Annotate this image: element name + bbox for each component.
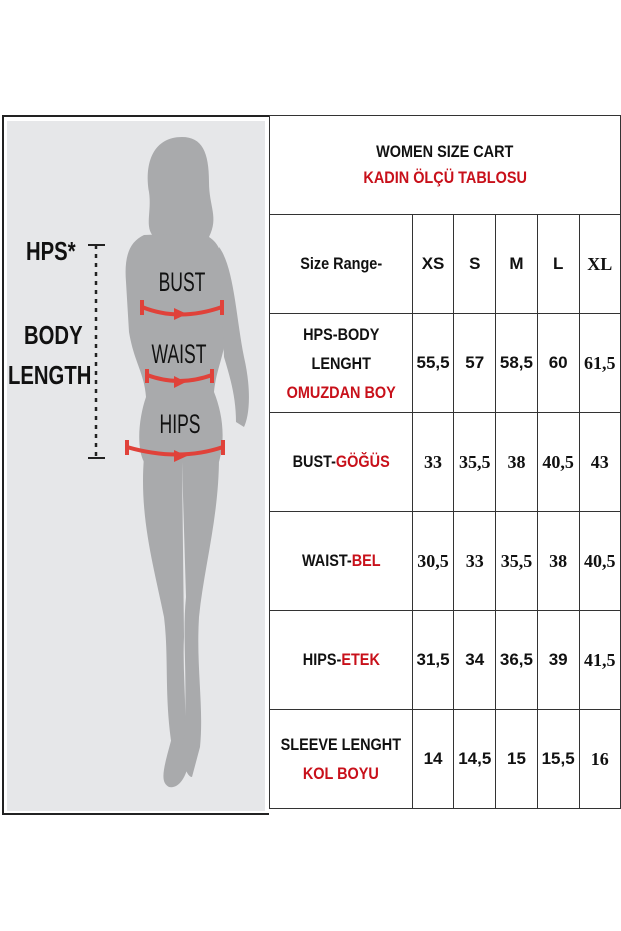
hps-label: HPS* — [26, 236, 76, 266]
waist-label: WAIST — [151, 339, 207, 369]
value-cell: 58,5 — [495, 313, 538, 413]
value-cell: 30,5 — [411, 511, 455, 611]
body-label: BODY — [24, 320, 83, 350]
value-cell: 43 — [578, 412, 621, 512]
value-cell: 33 — [453, 511, 497, 611]
title-cell: WOMEN SIZE CART KADIN ÖLÇÜ TABLOSU — [269, 115, 621, 215]
size-header-xs: XS — [411, 214, 455, 314]
measurement-diagram: HPS* BODY LENGTH BUST WAIST HIPS — [2, 115, 269, 815]
value-cell: 40,5 — [578, 511, 621, 611]
value-cell: 38 — [495, 412, 538, 512]
value-cell: 15,5 — [536, 709, 580, 809]
row-label-hps: HPS-BODY LENGHT OMUZDAN BOY — [269, 313, 413, 413]
size-range-row: Size Range- XS S M L XL — [269, 214, 621, 314]
bust-label: BUST — [158, 267, 206, 297]
diagram-background — [7, 121, 265, 811]
chart-title-tr: KADIN ÖLÇÜ TABLOSU — [363, 168, 527, 187]
table-row: BUST-GÖĞÜS 33 35,5 38 40,5 43 — [269, 412, 621, 512]
size-chart-table: WOMEN SIZE CART KADIN ÖLÇÜ TABLOSU Size … — [269, 115, 621, 809]
size-header-l: L — [536, 214, 580, 314]
value-cell: 15 — [495, 709, 538, 809]
title-row: WOMEN SIZE CART KADIN ÖLÇÜ TABLOSU — [269, 115, 621, 215]
row-label-hips: HIPS-ETEK — [269, 610, 413, 710]
value-cell: 16 — [578, 709, 621, 809]
value-cell: 57 — [453, 313, 497, 413]
table-row: HIPS-ETEK 31,5 34 36,5 39 41,5 — [269, 610, 621, 710]
size-header-s: S — [453, 214, 497, 314]
value-cell: 35,5 — [495, 511, 538, 611]
size-header-m: M — [495, 214, 538, 314]
row-label-waist: WAIST-BEL — [269, 511, 413, 611]
row-label-bust: BUST-GÖĞÜS — [269, 412, 413, 512]
value-cell: 55,5 — [411, 313, 455, 413]
value-cell: 14 — [411, 709, 455, 809]
value-cell: 33 — [411, 412, 455, 512]
value-cell: 39 — [536, 610, 580, 710]
body-silhouette-icon — [88, 137, 249, 788]
value-cell: 61,5 — [578, 313, 621, 413]
table-row: HPS-BODY LENGHT OMUZDAN BOY 55,5 57 58,5 6… — [269, 313, 621, 413]
chart-title: WOMEN SIZE CART — [376, 142, 514, 161]
hips-label: HIPS — [159, 409, 201, 439]
value-cell: 34 — [453, 610, 497, 710]
value-cell: 36,5 — [495, 610, 538, 710]
value-cell: 41,5 — [578, 610, 621, 710]
value-cell: 60 — [536, 313, 580, 413]
value-cell: 40,5 — [536, 412, 580, 512]
table-row: SLEEVE LENGHT KOL BOYU 14 14,5 15 15,5 16 — [269, 709, 621, 809]
size-header-xl: XL — [578, 214, 621, 314]
table-row: WAIST-BEL 30,5 33 35,5 38 40,5 — [269, 511, 621, 611]
row-label-sleeve: SLEEVE LENGHT KOL BOYU — [269, 709, 413, 809]
length-label: LENGTH — [8, 360, 92, 390]
value-cell: 31,5 — [411, 610, 455, 710]
value-cell: 14,5 — [453, 709, 497, 809]
value-cell: 38 — [536, 511, 580, 611]
value-cell: 35,5 — [453, 412, 497, 512]
size-range-label: Size Range- — [269, 214, 413, 314]
